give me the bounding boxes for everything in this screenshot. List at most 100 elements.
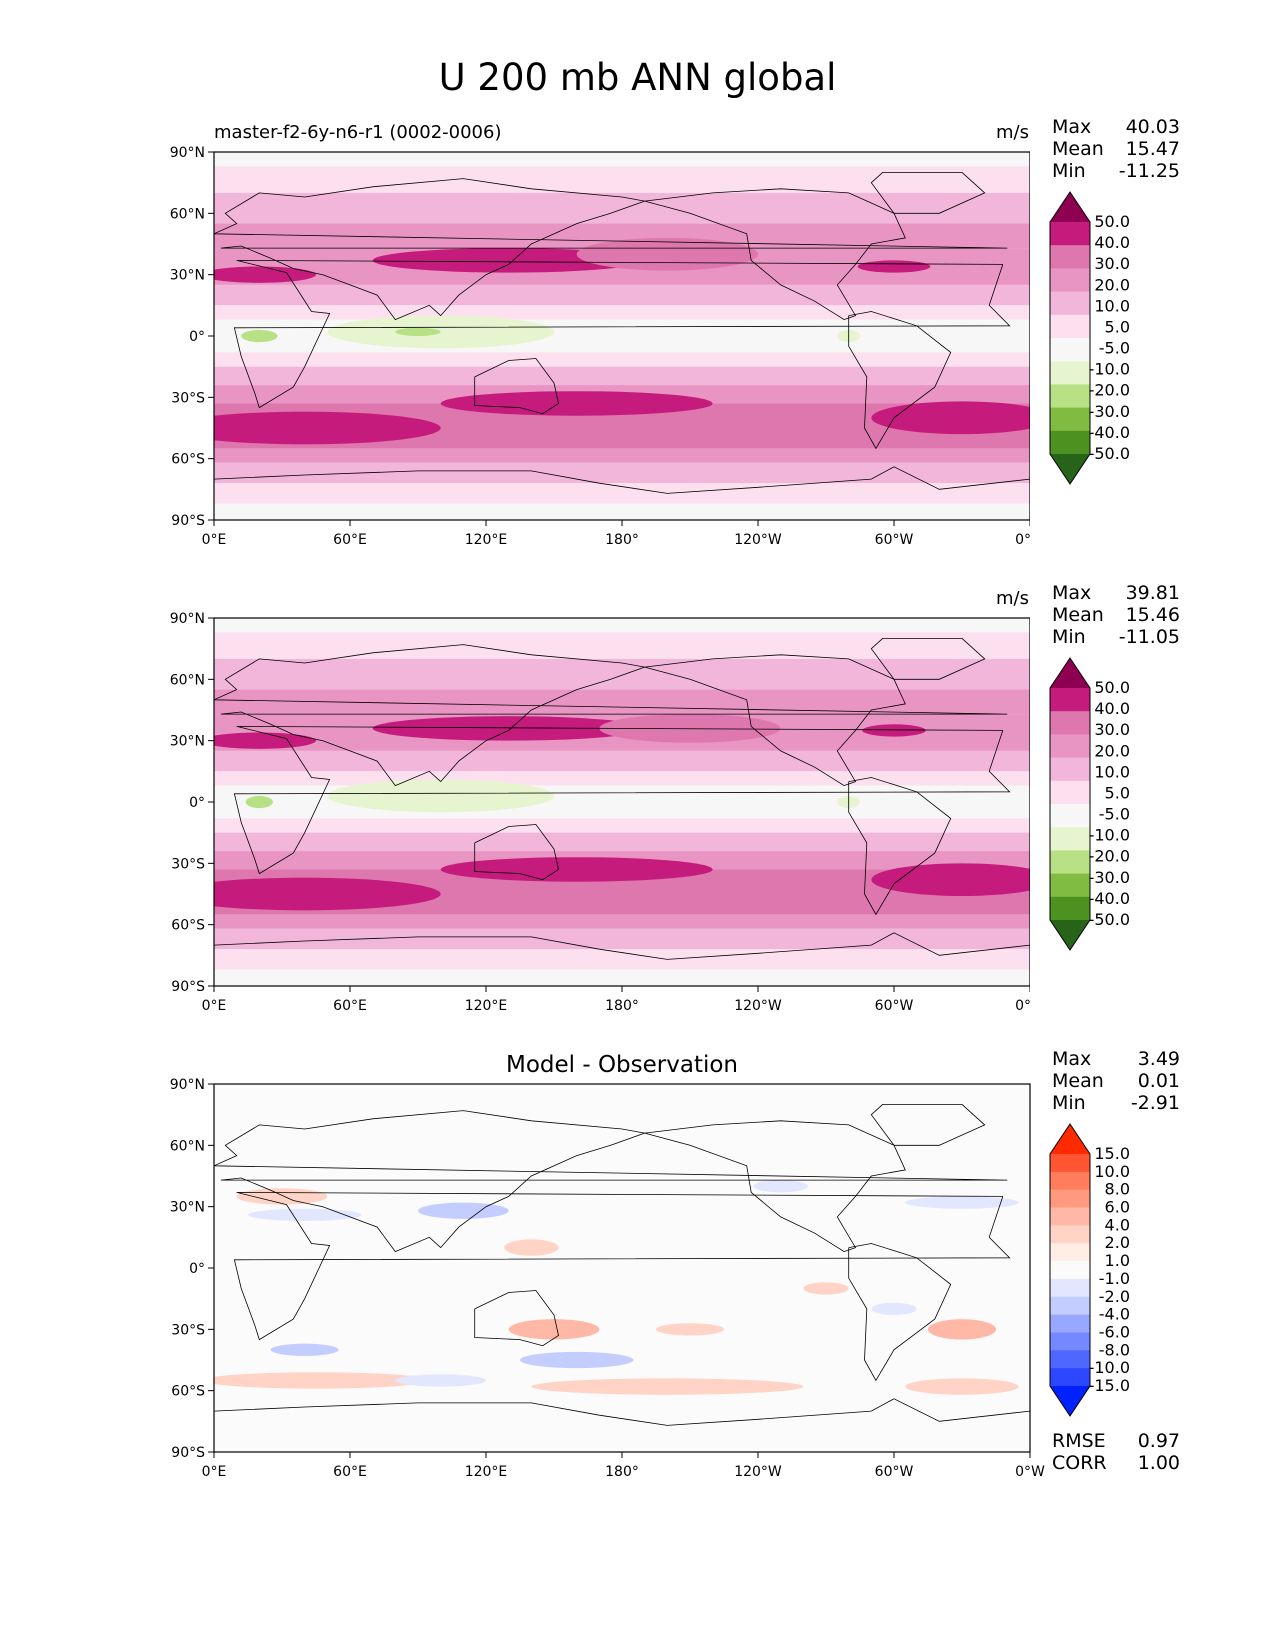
contour-blob: [395, 1374, 486, 1387]
lon-tick-label: 120°W: [734, 998, 782, 1014]
coastline: [214, 932, 1030, 960]
colorbar-label: 10.0: [1094, 296, 1130, 315]
lon-tick-label: 0°W: [1015, 532, 1030, 548]
colorbar-label: -8.0: [1099, 1340, 1130, 1359]
contour-band: [214, 503, 1030, 520]
contour-blob: [857, 260, 931, 273]
mean-value: 15.46: [1125, 604, 1180, 626]
lon-tick-label: 0°W: [1015, 998, 1030, 1014]
colorbar-extend-min: [1050, 920, 1090, 950]
colorbar-label: 30.0: [1094, 720, 1130, 739]
contour-band: [214, 305, 1030, 320]
map-panel-observation: 90°N 60°N 30°N 0° 30°S 60°S 90°S 0°E 60°E 120°E 18…: [170, 611, 1030, 1014]
min-label: Min: [1052, 1092, 1086, 1114]
contour-blob: [531, 1378, 804, 1395]
colorbar-label: 15.0: [1094, 1144, 1130, 1163]
contour-blob: [871, 401, 1030, 435]
colorbar-segment: [1050, 734, 1090, 759]
colorbar-label: -2.0: [1099, 1287, 1130, 1306]
colorbar-label: -40.0: [1089, 889, 1130, 908]
contour-band: [214, 928, 1030, 950]
colorbar-outline: [1049, 657, 1091, 951]
colorbar-label: -30.0: [1089, 868, 1130, 887]
lat-tick-label: 60°S: [171, 918, 205, 934]
contour-blob: [905, 1378, 1019, 1395]
contour-blob: [440, 391, 713, 416]
colorbar: 15.010.08.06.04.02.01.0-1.0-2.0-4.0-6.0-…: [1049, 1123, 1130, 1417]
rmse-label: RMSE: [1052, 1430, 1106, 1452]
lon-tick-label: 0°E: [202, 532, 227, 548]
contour-band: [214, 914, 1030, 929]
max-value: 3.49: [1137, 1048, 1180, 1070]
colorbar-extend-min: [1050, 1386, 1090, 1416]
colorbar-segment: [1050, 827, 1090, 851]
min-value: -11.05: [1118, 626, 1180, 648]
lon-tick-label: 0°E: [202, 1464, 227, 1480]
lon-tick-label: 60°W: [875, 532, 914, 548]
lon-tick-label: 0°E: [202, 998, 227, 1014]
colorbar: 50.0 40.0 30.0 20.0 10.0 5.0 -5.0 -10.0 -20.0 -30…: [1049, 191, 1130, 485]
lon-tick-label: 180°: [605, 532, 639, 548]
colorbar-label: 40.0: [1094, 233, 1130, 252]
colorbar-segment: [1050, 291, 1090, 316]
colorbar-label: -1.0: [1099, 1269, 1130, 1288]
coastline: [474, 824, 559, 881]
lat-tick-label: 60°N: [170, 672, 205, 688]
contour-blob: [753, 1180, 808, 1193]
contour-blob: [803, 1282, 849, 1295]
lon-tick-label: 120°E: [465, 998, 508, 1014]
coastline: [848, 777, 952, 916]
contour-blob: [928, 1319, 996, 1340]
colorbar-label: -5.0: [1099, 805, 1130, 824]
coastline: [644, 1120, 906, 1253]
field-layer: [214, 618, 1030, 986]
colorbar-label: 5.0: [1105, 317, 1130, 336]
lon-tick-label: 60°E: [333, 998, 367, 1014]
contour-blob: [418, 1202, 509, 1219]
lon-tick-label: 60°E: [333, 532, 367, 548]
contour-blob: [372, 716, 645, 741]
colorbar-label: -50.0: [1089, 910, 1130, 929]
lat-tick-label: 30°N: [170, 1200, 205, 1216]
mean-label: Mean: [1052, 1070, 1104, 1092]
colorbar-label: -15.0: [1089, 1376, 1130, 1395]
colorbar-segment: [1050, 1278, 1090, 1298]
colorbar-label: 50.0: [1094, 212, 1130, 231]
colorbar-extend-max: [1050, 192, 1090, 222]
contour-band: [214, 284, 1030, 306]
contour-blob: [871, 1302, 917, 1316]
contour-blob: [327, 779, 554, 813]
contour-band: [214, 750, 1030, 772]
lon-tick-label: 60°W: [875, 1464, 914, 1480]
coastline: [848, 1243, 952, 1382]
colorbar-label: 2.0: [1105, 1233, 1130, 1252]
coastline: [848, 311, 952, 450]
lon-tick-label: 120°E: [465, 1464, 508, 1480]
lat-tick-label: 0°: [189, 795, 205, 811]
contour-blob: [214, 1372, 430, 1389]
colorbar-label: -6.0: [1099, 1322, 1130, 1341]
colorbar-segment: [1050, 1207, 1090, 1226]
contour-blob: [214, 266, 316, 283]
contour-band: [214, 192, 1030, 224]
contour-blob: [372, 248, 645, 273]
colorbar-segment: [1050, 1171, 1090, 1191]
colorbar-segment: [1050, 688, 1090, 712]
field-layer: [214, 152, 1030, 520]
contour-band: [214, 832, 1030, 852]
lat-tick-label: 90°S: [171, 979, 205, 995]
colorbar-label: 40.0: [1094, 699, 1130, 718]
colorbar-label: -10.0: [1089, 1358, 1130, 1377]
contour-band: [214, 152, 1030, 167]
lon-tick-label: 120°W: [734, 1464, 782, 1480]
contour-band: [214, 689, 1030, 715]
max-label: Max: [1052, 116, 1092, 138]
colorbar-segment: [1050, 1154, 1090, 1173]
lat-tick-label: 60°S: [171, 452, 205, 468]
colorbar-segment: [1050, 268, 1090, 293]
lat-tick-label: 60°S: [171, 1384, 205, 1400]
coastline: [644, 654, 906, 787]
colorbar-label: -10.0: [1089, 360, 1130, 379]
lat-tick-label: 90°S: [171, 1445, 205, 1461]
colorbar-label: -50.0: [1089, 444, 1130, 463]
